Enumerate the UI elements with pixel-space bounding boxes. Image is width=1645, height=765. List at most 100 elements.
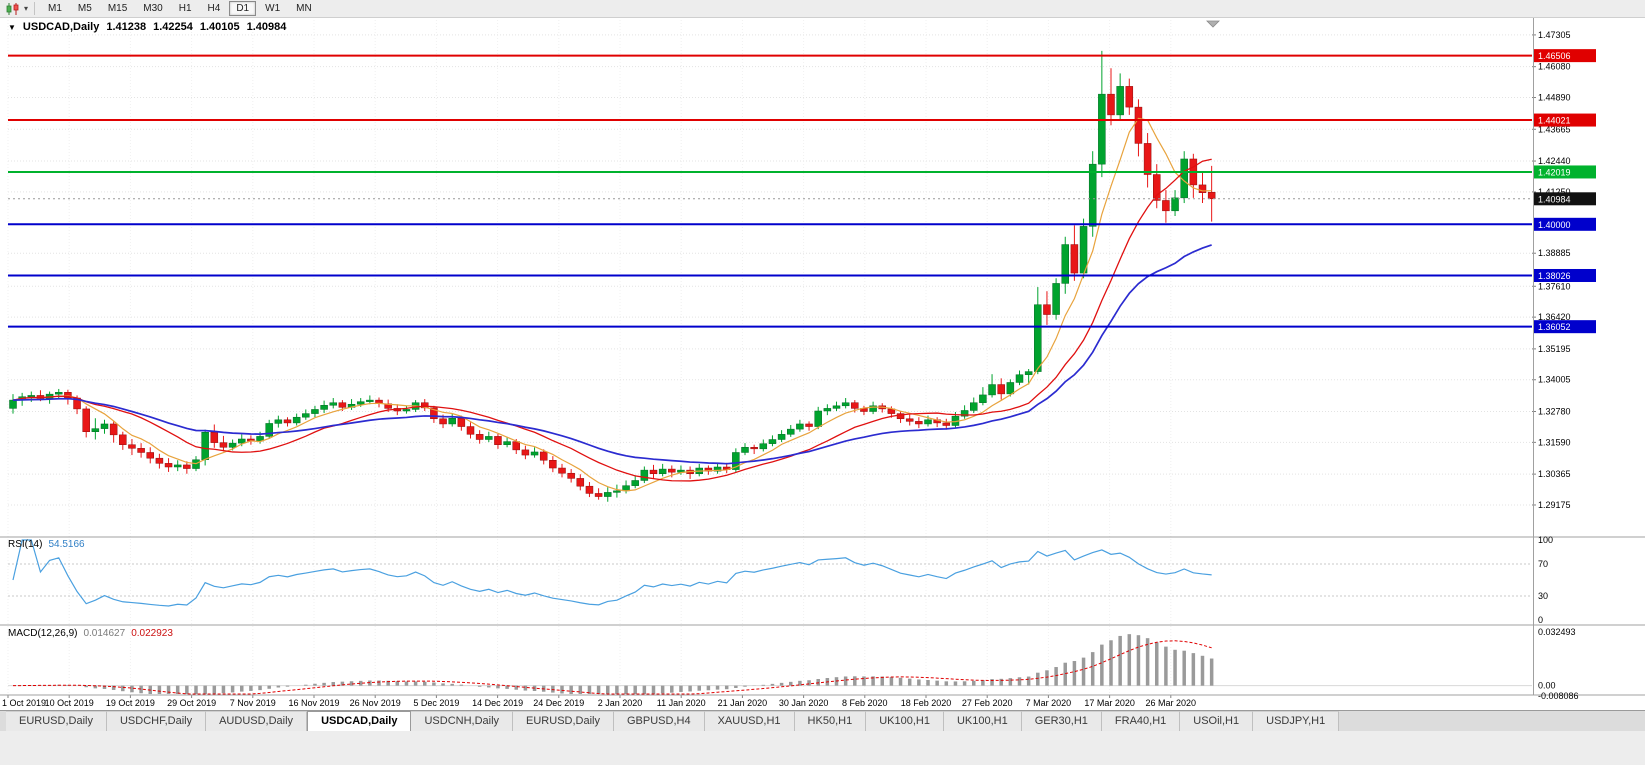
candle-body: [777, 434, 786, 440]
chart-tab-bar: EURUSD,Daily USDCHF,Daily AUDUSD,Daily USDC…: [0, 710, 1645, 731]
chart-type-dropdown-icon[interactable]: ▾: [24, 4, 29, 13]
timeframe-h4[interactable]: H4: [207, 3, 221, 14]
rsi-axis-label: 100: [1538, 535, 1553, 545]
level-badge-label: 1.42019: [1538, 167, 1571, 177]
candle-body: [137, 448, 145, 453]
candle-body: [1034, 304, 1042, 372]
macd-main-value: 0.014627: [83, 628, 126, 639]
candle-body: [668, 468, 676, 473]
resistance-badge-label: 1.46506: [1538, 51, 1571, 61]
symbol-period-label: USDCAD,Daily: [22, 21, 100, 33]
candle-body: [649, 469, 658, 474]
tab-audusd-daily[interactable]: AUDUSD,Daily: [206, 711, 308, 731]
candle-body: [960, 410, 969, 417]
candle-body: [1088, 163, 1097, 227]
timeframe-toolbar: ▾ M1 M5 M15 M30 H1 H4 D1 W1 MN: [0, 0, 1645, 18]
tab-usdchf-daily[interactable]: USDCHF,Daily: [106, 711, 207, 731]
timeframe-m15[interactable]: M15: [107, 3, 128, 14]
chart-shift-marker[interactable]: [1206, 20, 1220, 28]
candle-body: [787, 428, 795, 435]
candle-body: [640, 469, 649, 481]
candle-body: [1052, 283, 1060, 315]
candle-body: [1079, 226, 1088, 274]
tab-hk50-h1[interactable]: HK50,H1: [794, 711, 867, 731]
candle-body: [1043, 304, 1051, 315]
timeframe-mn[interactable]: MN: [296, 3, 312, 14]
candle-body: [146, 452, 154, 459]
candle-body: [1015, 374, 1024, 383]
timeframe-d1[interactable]: D1: [229, 1, 257, 16]
level-price-badge: [1534, 165, 1596, 179]
price-axis-label: 1.38885: [1538, 248, 1571, 258]
tab-usoil-h1[interactable]: USOil,H1: [1180, 711, 1254, 731]
medium-ma-line: [12, 158, 1212, 482]
price-chart[interactable]: 1.47305 1.46080 1.44890 1.43665 1.42440 1.412…: [0, 0, 1645, 710]
candle-body: [100, 423, 109, 429]
candle-body: [1107, 93, 1115, 116]
candle-body: [558, 467, 566, 474]
timeframe-buttons: M1 M5 M15 M30 H1 H4 D1 W1 MN: [41, 1, 321, 16]
tab-ger30-h1[interactable]: GER30,H1: [1021, 711, 1102, 731]
tab-uk100-h1[interactable]: UK100,H1: [866, 711, 944, 731]
tab-eurusd-daily[interactable]: EURUSD,Daily: [513, 711, 614, 731]
timeframe-m1[interactable]: M1: [48, 3, 62, 14]
candle-body: [896, 413, 905, 420]
candle-body: [1116, 86, 1124, 116]
candle-body: [759, 443, 768, 450]
candle-body: [915, 421, 923, 425]
tab-xauusd-h1[interactable]: XAUUSD,H1: [704, 711, 795, 731]
timeframe-m30[interactable]: M30: [143, 3, 163, 14]
tab-usdcnh-daily[interactable]: USDCNH,Daily: [411, 711, 514, 731]
tab-uk100-h1[interactable]: UK100,H1: [943, 711, 1022, 731]
candle-body: [457, 418, 466, 427]
timeframe-m5[interactable]: M5: [77, 3, 92, 14]
tab-gbpusd-h4[interactable]: GBPUSD,H4: [614, 711, 705, 731]
tab-fra40-h1[interactable]: FRA40,H1: [1101, 711, 1181, 731]
chart-title: ▼ USDCAD,Daily 1.41238 1.42254 1.40105 1…: [8, 21, 286, 33]
date-axis-label: 8 Feb 2020: [842, 698, 888, 708]
date-axis-label: 18 Feb 2020: [901, 698, 952, 708]
candle-body: [219, 442, 228, 448]
candle-body: [796, 423, 804, 430]
price-axis-label: 1.36420: [1538, 312, 1571, 322]
rsi-axis-label: 70: [1538, 559, 1548, 569]
current-price-badge-label: 1.40984: [1538, 194, 1571, 204]
candle-body: [27, 395, 36, 397]
date-axis-label: 11 Jan 2020: [657, 698, 706, 708]
symbol-dropdown-icon[interactable]: ▼: [8, 22, 16, 32]
timeframe-h1[interactable]: H1: [178, 3, 192, 14]
candle-body: [970, 402, 978, 411]
chart-type-icon[interactable]: [4, 2, 22, 16]
candle-body: [82, 408, 90, 432]
candle-body: [594, 493, 603, 497]
candle-body: [1143, 143, 1152, 175]
date-axis-label: 30 Jan 2020: [779, 698, 829, 708]
timeframe-w1[interactable]: W1: [265, 3, 281, 14]
macd-signal-line: [12, 640, 1212, 695]
support-price-badge: [1534, 268, 1596, 282]
candle-body: [905, 418, 914, 422]
date-axis-label: 24 Dec 2019: [533, 698, 584, 708]
candle-body: [503, 441, 511, 445]
date-axis-label: 26 Nov 2019: [350, 698, 401, 708]
candle-body: [302, 413, 310, 418]
candle-body: [366, 399, 374, 402]
candlestick-icon: [6, 2, 19, 15]
tab-usdcad-daily[interactable]: USDCAD,Daily: [307, 711, 412, 731]
date-axis-label: 26 Mar 2020: [1146, 698, 1197, 708]
candle-body: [1162, 200, 1170, 212]
tab-usdjpy-h1[interactable]: USDJPY,H1: [1253, 711, 1340, 731]
macd-axis-label: 0.032493: [1538, 627, 1576, 637]
candle-body: [1125, 86, 1134, 108]
price-axis-label: 1.34005: [1538, 375, 1571, 385]
candle-body: [869, 405, 877, 412]
candle-body: [55, 392, 63, 395]
candle-body: [320, 405, 328, 410]
candle-body: [128, 444, 136, 449]
price-axis-label: 1.41250: [1538, 187, 1571, 197]
current-price-badge: [1534, 192, 1596, 206]
candle-body: [228, 442, 237, 448]
candle-body: [119, 434, 127, 445]
candle-body: [91, 428, 100, 432]
tab-eurusd-daily[interactable]: EURUSD,Daily: [6, 711, 107, 731]
